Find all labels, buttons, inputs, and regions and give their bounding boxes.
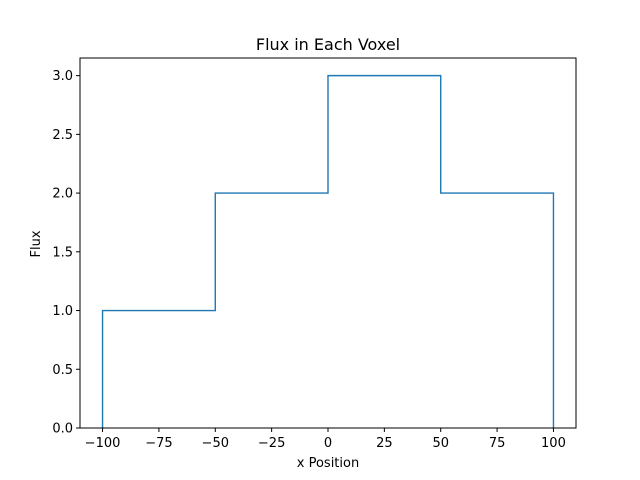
x-tick-label: 25 [376, 436, 393, 451]
x-tick-label: −100 [85, 436, 121, 451]
y-tick-label: 2.5 [52, 128, 73, 143]
x-tick-label: 75 [489, 436, 506, 451]
y-tick-label: 2.0 [52, 187, 73, 202]
x-tick-label: 100 [541, 436, 566, 451]
y-axis: 0.0 0.5 1.0 1.5 2.0 2.5 3.0 [52, 69, 80, 437]
y-tick-label: 3.0 [52, 69, 73, 84]
y-tick-label: 1.0 [52, 304, 73, 319]
y-tick-label: 1.5 [52, 245, 73, 260]
x-tick-label: −75 [145, 436, 172, 451]
x-tick-label: 0 [324, 436, 332, 451]
y-axis-label: Flux [29, 230, 44, 257]
x-axis-label: x Position [297, 456, 359, 471]
chart-title: Flux in Each Voxel [256, 35, 400, 54]
x-tick-label: −25 [258, 436, 285, 451]
y-tick-label: 0.5 [52, 363, 73, 378]
y-tick-label: 0.0 [52, 422, 73, 437]
x-tick-label: −50 [202, 436, 229, 451]
flux-step-line [101, 74, 555, 428]
x-axis: −100 −75 −50 −25 0 25 50 75 100 [85, 428, 566, 451]
plot-area [79, 57, 577, 429]
x-tick-label: 50 [432, 436, 449, 451]
